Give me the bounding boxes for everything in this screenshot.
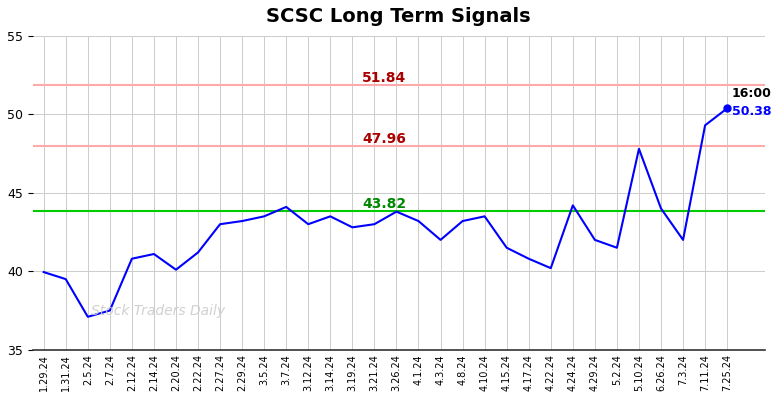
Text: 51.84: 51.84 bbox=[362, 71, 406, 86]
Text: Stock Traders Daily: Stock Traders Daily bbox=[91, 304, 225, 318]
Text: 43.82: 43.82 bbox=[362, 197, 406, 211]
Text: 50.38: 50.38 bbox=[731, 105, 771, 118]
Text: 16:00: 16:00 bbox=[731, 88, 771, 100]
Text: 47.96: 47.96 bbox=[362, 133, 406, 146]
Title: SCSC Long Term Signals: SCSC Long Term Signals bbox=[267, 7, 531, 26]
